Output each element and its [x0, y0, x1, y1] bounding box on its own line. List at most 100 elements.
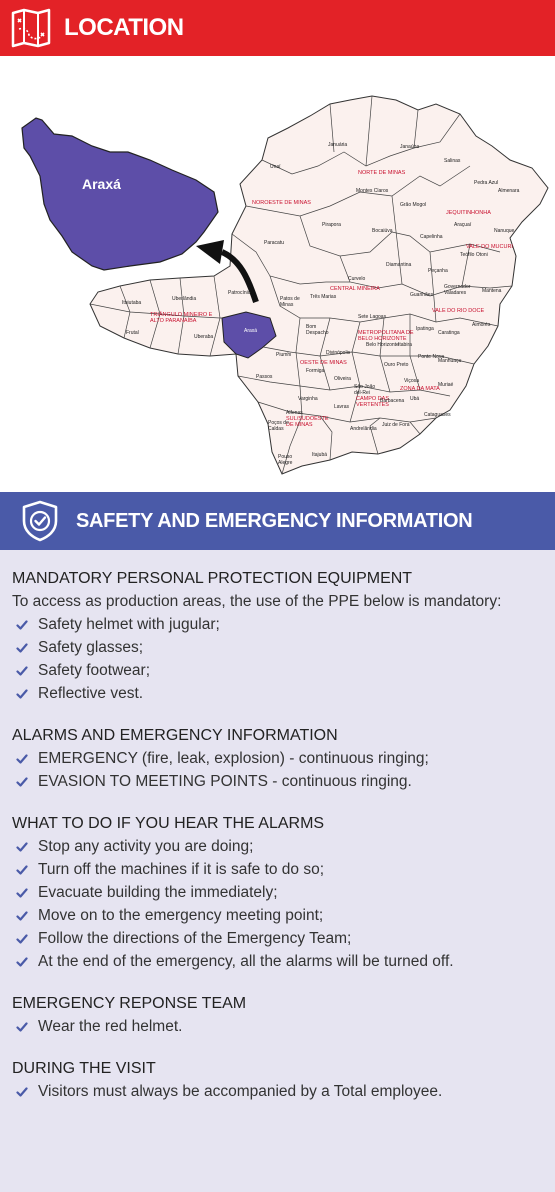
- check-icon: [16, 933, 28, 944]
- city-label: Diamantina: [386, 262, 412, 268]
- region-triangulo: TRIÂNGULO MINEIRO E ALTO PARANAÍBA: [150, 312, 213, 324]
- location-title: LOCATION: [64, 14, 184, 41]
- list-item: Evacuate building the immediately;: [12, 881, 543, 904]
- city-label: Mantena: [482, 288, 502, 294]
- check-icon: [16, 642, 28, 653]
- check-icon: [16, 688, 28, 699]
- team-list: Wear the red helmet.: [12, 1015, 543, 1038]
- list-item-text: Stop any activity you are doing;: [38, 838, 254, 855]
- city-label: Alfenas: [286, 410, 303, 416]
- region-jequitinhonha: JEQUITINHONHA: [446, 210, 491, 216]
- region-noroeste: NOROESTE DE MINAS: [252, 200, 311, 206]
- team-heading: EMERGENCY REPONSE TEAM: [12, 995, 247, 1012]
- city-label: Curvelo: [348, 276, 366, 282]
- what-to-do-heading: WHAT TO DO IF YOU HEAR THE ALARMS: [12, 815, 325, 832]
- what-to-do-list: Stop any activity you are doing; Turn of…: [12, 835, 543, 973]
- check-icon: [16, 619, 28, 630]
- region-campo-vertentes: CAMPO DAS VERTENTES: [356, 396, 390, 408]
- list-item: At the end of the emergency, all the ala…: [12, 950, 543, 973]
- city-label: Uberlândia: [172, 296, 197, 302]
- region-central: CENTRAL MINEIRA: [330, 286, 380, 292]
- city-label: Viçosa: [404, 378, 419, 384]
- city-label: Janaúba: [400, 144, 420, 150]
- region-oeste: OESTE DE MINAS: [300, 360, 347, 366]
- city-label: Montes Claros: [356, 188, 389, 194]
- city-label: Uberaba: [194, 334, 214, 340]
- list-item-text: Evacuate building the immediately;: [38, 884, 278, 901]
- alarms-heading: ALARMS AND EMERGENCY INFORMATION: [12, 727, 338, 744]
- city-label: Bom Despacho: [306, 324, 329, 336]
- city-label: Ipatinga: [416, 326, 434, 332]
- list-item-text: Safety helmet with jugular;: [38, 616, 220, 633]
- list-item: Safety footwear;: [12, 659, 543, 682]
- region-sul: SUL/SUDOESTE DE MINAS: [286, 416, 329, 428]
- city-label: Andrelândia: [350, 426, 377, 432]
- list-item: EMERGENCY (fire, leak, explosion) - cont…: [12, 747, 543, 770]
- city-label: Teófilo Otoni: [460, 252, 488, 258]
- city-label: Sete Lagoas: [358, 314, 387, 320]
- list-item: Reflective vest.: [12, 682, 543, 705]
- ppe-list: Safety helmet with jugular; Safety glass…: [12, 613, 543, 705]
- city-label: Barbacena: [380, 398, 405, 404]
- ppe-heading: MANDATORY PERSONAL PROTECTION EQUIPMENT: [12, 570, 413, 587]
- region-rio-doce: VALE DO RIO DOCE: [432, 308, 485, 314]
- city-label: Pedra Azul: [474, 180, 499, 186]
- city-label: Ouro Preto: [384, 362, 409, 368]
- city-label: Frutal: [126, 330, 139, 336]
- list-item-text: Wear the red helmet.: [38, 1018, 183, 1035]
- regional-map: Araxá NOROESTE DE MINAS NORTE DE MINAS J…: [0, 56, 555, 490]
- city-label: Pouso Alegre: [278, 454, 293, 466]
- city-label: Oliveira: [334, 376, 351, 382]
- shield-check-icon: [22, 500, 58, 542]
- check-icon: [16, 665, 28, 676]
- region-metropolitana: METROPOLITANA DE BELO HORIZONTE: [358, 330, 414, 342]
- city-label: Três Marias: [310, 294, 337, 300]
- ppe-intro: To access as production areas, the use o…: [12, 593, 502, 610]
- list-item: Wear the red helmet.: [12, 1015, 543, 1038]
- minas-gerais-map: [21, 95, 549, 475]
- city-label: Piumhi: [276, 352, 292, 358]
- city-label: Paracatu: [264, 240, 285, 246]
- map-icon: [11, 8, 51, 48]
- list-item-text: Visitors must always be accompanied by a…: [38, 1083, 443, 1100]
- city-label: Ituiutaba: [122, 300, 142, 306]
- list-item-text: Safety glasses;: [38, 639, 144, 656]
- list-item: Safety helmet with jugular;: [12, 613, 543, 636]
- city-label: Pirapora: [322, 222, 341, 228]
- state-outline: [89, 95, 549, 475]
- list-item-text: Safety footwear;: [38, 662, 151, 679]
- safety-banner: SAFETY AND EMERGENCY INFORMATION: [0, 492, 555, 550]
- check-icon: [16, 864, 28, 875]
- city-label: Muriaé: [438, 382, 454, 388]
- visit-list: Visitors must always be accompanied by a…: [12, 1080, 543, 1103]
- alarms-list: EMERGENCY (fire, leak, explosion) - cont…: [12, 747, 543, 793]
- araxa-region: [221, 311, 277, 359]
- list-item-text: At the end of the emergency, all the ala…: [38, 953, 454, 970]
- check-icon: [16, 910, 28, 921]
- region-borders: [89, 95, 513, 475]
- araxa-enlarged: [21, 117, 219, 271]
- city-label: Peçanha: [428, 268, 448, 274]
- check-icon: [16, 956, 28, 967]
- city-label: Itajubá: [312, 452, 328, 458]
- city-label: Formiga: [306, 368, 325, 374]
- city-label: Caratinga: [438, 330, 460, 336]
- list-item: Follow the directions of the Emergency T…: [12, 927, 543, 950]
- list-item-text: Turn off the machines if it is safe to d…: [38, 861, 325, 878]
- city-label: Guanhães: [410, 292, 434, 298]
- city-label: Patrocínio: [228, 290, 251, 296]
- city-label: Belo Horizonte: [366, 342, 399, 348]
- city-label: Januária: [328, 142, 348, 148]
- city-label: Itabira: [398, 342, 412, 348]
- city-label: Nanuque: [494, 228, 515, 234]
- check-icon: [16, 841, 28, 852]
- city-label: Governador Valadares: [444, 284, 471, 296]
- city-label: Juiz de Fora: [382, 422, 410, 428]
- city-label-araxa: Araxá: [244, 328, 258, 334]
- city-label: Passos: [256, 374, 273, 380]
- check-icon: [16, 887, 28, 898]
- list-item-text: Follow the directions of the Emergency T…: [38, 930, 352, 947]
- city-label: Araçuaí: [454, 222, 472, 228]
- check-icon: [16, 776, 28, 787]
- city-label: Almenara: [498, 188, 520, 194]
